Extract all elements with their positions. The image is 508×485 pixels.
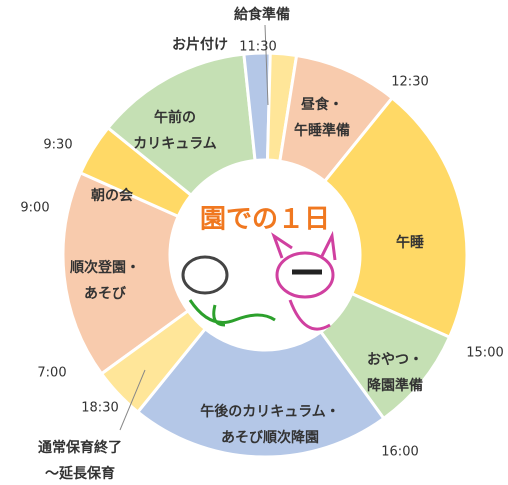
segment-label: 午後のカリキュラム・ bbox=[200, 403, 340, 420]
time-label: 18:30 bbox=[81, 401, 118, 416]
segment-label: 降園準備 bbox=[367, 377, 423, 394]
time-label: 11:30 bbox=[239, 40, 276, 55]
segment-label: ～延長保育 bbox=[45, 465, 115, 482]
illustration bbox=[183, 236, 335, 329]
segment-label: あそび bbox=[84, 286, 127, 302]
segment-label: 順次登園・ bbox=[70, 259, 140, 276]
segment-label: 午睡 bbox=[396, 234, 424, 251]
segment-label: お片付け bbox=[172, 36, 228, 53]
segment-label: 給食準備 bbox=[234, 6, 290, 23]
segment-label: カリキュラム bbox=[133, 136, 217, 152]
segment-label: 午睡準備 bbox=[294, 122, 350, 139]
segment-label: おやつ・ bbox=[367, 352, 423, 368]
time-label: 9:00 bbox=[20, 201, 49, 216]
segment-label: 通常保育終了 bbox=[38, 439, 122, 456]
chart: 園での１日 順次登園・あそび 朝の会 午前のカリキュラム お片付け給食準備昼食・午睡準… bbox=[0, 0, 508, 485]
segment-label: 昼食・ bbox=[301, 96, 343, 113]
time-label: 7:00 bbox=[37, 366, 66, 381]
time-label: 16:00 bbox=[381, 445, 418, 460]
segment-label: あそび順次降園 bbox=[221, 429, 319, 446]
time-label: 15:00 bbox=[466, 346, 503, 361]
time-label: 12:30 bbox=[391, 75, 428, 90]
chart-title: 園での１日 bbox=[200, 205, 330, 235]
segment-label: 午前の bbox=[154, 109, 196, 126]
segment-label: 朝の会 bbox=[91, 187, 134, 204]
time-label: 9:30 bbox=[43, 138, 72, 153]
